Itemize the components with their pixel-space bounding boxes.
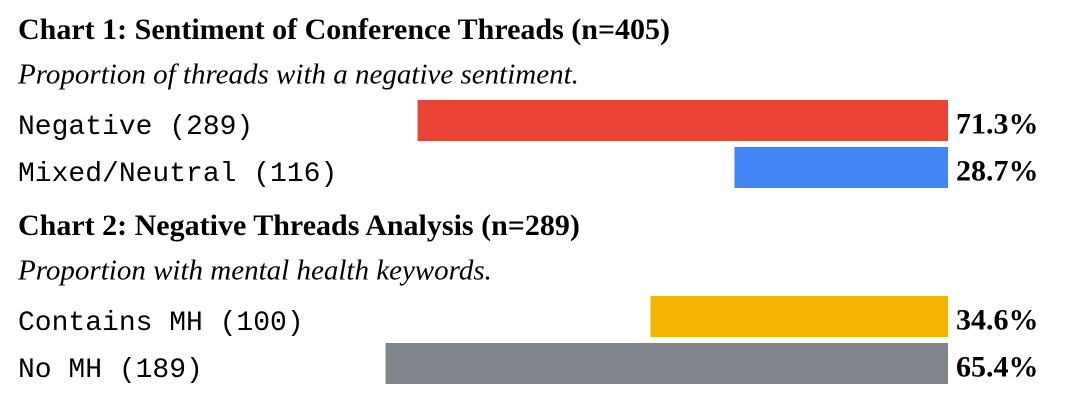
bar: [734, 147, 948, 188]
bar: [650, 296, 948, 337]
chart-subtitle: Proportion with mental health keywords.: [17, 255, 492, 287]
value-label: 65.4%: [956, 350, 1039, 383]
category-label: Contains MH (100): [18, 308, 304, 339]
category-label: No MH (189): [18, 355, 203, 386]
category-label: Negative (289): [18, 112, 253, 143]
chart-subtitle: Proportion of threads with a negative se…: [17, 59, 579, 91]
value-label: 28.7%: [956, 154, 1039, 187]
value-label: 34.6%: [956, 303, 1039, 336]
chart-title: Chart 1: Sentiment of Conference Threads…: [18, 13, 670, 46]
value-label: 71.3%: [956, 107, 1039, 140]
bar: [417, 100, 948, 141]
bar: [385, 343, 948, 384]
chart-title: Chart 2: Negative Threads Analysis (n=28…: [18, 209, 580, 242]
category-label: Mixed/Neutral (116): [18, 159, 337, 190]
